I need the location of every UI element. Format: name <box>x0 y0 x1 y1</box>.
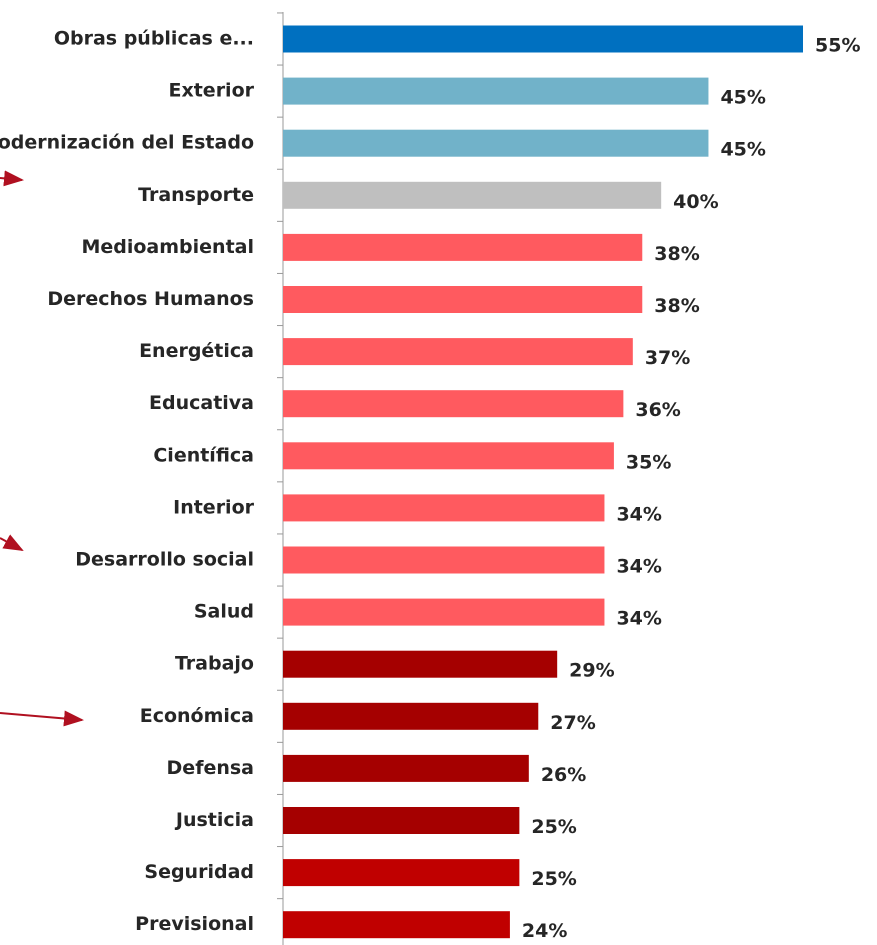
category-label: Salud <box>194 601 254 623</box>
value-label: 29% <box>569 660 614 682</box>
bar <box>283 859 520 887</box>
category-label: Trabajo <box>175 653 254 675</box>
bar <box>283 286 643 313</box>
bar <box>283 598 605 626</box>
value-label: 55% <box>815 35 860 57</box>
category-label: Exterior <box>168 80 254 102</box>
value-label: 35% <box>626 451 671 473</box>
bar <box>283 546 605 574</box>
bar <box>283 494 605 522</box>
arrow <box>0 170 24 187</box>
category-label: Energética <box>139 340 254 362</box>
category-label: Económica <box>140 705 254 727</box>
category-label: Interior <box>173 496 255 518</box>
value-label: 34% <box>616 556 661 578</box>
value-label: 38% <box>654 295 699 317</box>
bar <box>283 754 529 782</box>
category-label: Modernización del Estado <box>0 132 254 154</box>
value-label: 38% <box>654 243 699 265</box>
arrow <box>0 710 84 727</box>
category-label: Derechos Humanos <box>47 288 254 310</box>
value-label: 25% <box>531 816 576 838</box>
category-label: Justicia <box>174 809 254 831</box>
category-label: Obras públicas e... <box>54 28 254 50</box>
value-label: 34% <box>616 503 661 525</box>
bar <box>283 390 624 418</box>
bar <box>283 911 510 939</box>
bar <box>283 77 709 105</box>
value-label: 25% <box>531 868 576 890</box>
category-label: Desarrollo social <box>75 549 254 571</box>
bar <box>283 807 520 834</box>
category-label: Educativa <box>149 392 254 414</box>
category-label: Científica <box>153 444 254 466</box>
category-label: Medioambiental <box>81 236 254 258</box>
bar <box>283 233 643 261</box>
category-label: Transporte <box>138 184 254 206</box>
value-label: 37% <box>645 347 690 369</box>
category-label: Seguridad <box>144 861 254 883</box>
bar <box>283 338 633 366</box>
bar <box>283 25 803 53</box>
value-label: 45% <box>720 87 765 109</box>
category-label: Previsional <box>135 913 254 935</box>
value-label: 34% <box>616 608 661 630</box>
value-label: 45% <box>720 139 765 161</box>
value-label: 40% <box>673 191 718 213</box>
bar <box>283 650 558 678</box>
value-label: 36% <box>635 399 680 421</box>
bar <box>283 442 614 470</box>
bar <box>283 129 709 157</box>
value-label: 26% <box>541 764 586 786</box>
bar <box>283 702 539 730</box>
arrow <box>0 534 24 551</box>
category-label: Defensa <box>167 757 254 779</box>
bar <box>283 181 662 209</box>
value-label: 24% <box>522 920 567 942</box>
value-label: 27% <box>550 712 595 734</box>
